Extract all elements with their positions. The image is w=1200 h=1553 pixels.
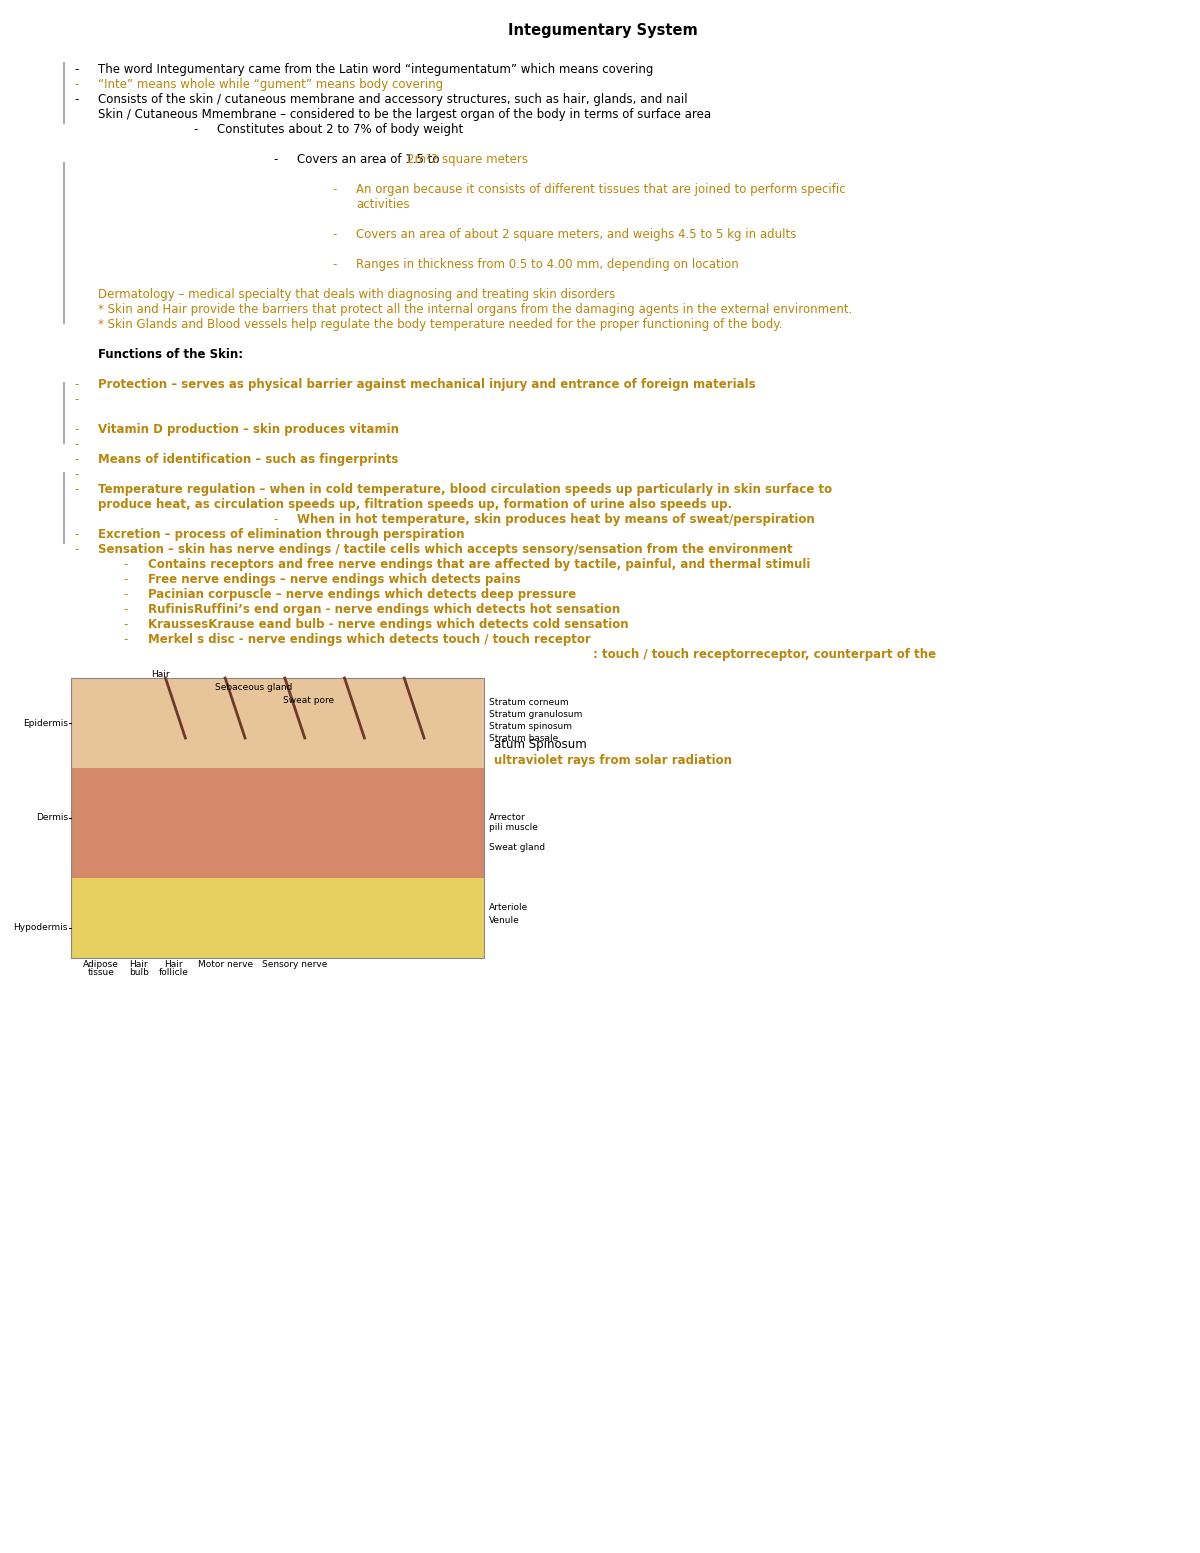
- Text: bulb: bulb: [128, 968, 149, 977]
- Text: Covers an area of 1.5 to: Covers an area of 1.5 to: [296, 154, 443, 166]
- Text: Stratum corneum: Stratum corneum: [488, 697, 569, 707]
- Text: Stratum spinosum: Stratum spinosum: [488, 722, 571, 731]
- Text: Hair: Hair: [151, 669, 170, 679]
- Text: -: -: [124, 618, 128, 631]
- Text: Dermis: Dermis: [36, 814, 68, 823]
- Text: * Skin and Hair provide the barriers that protect all the internal organs from t: * Skin and Hair provide the barriers tha…: [98, 303, 852, 315]
- Text: Dermatology – medical specialty that deals with diagnosing and treating skin dis: Dermatology – medical specialty that dea…: [98, 287, 616, 301]
- Text: -: -: [74, 467, 78, 481]
- Text: -: -: [332, 228, 337, 241]
- Text: “Inte” means whole while “gument” means body covering: “Inte” means whole while “gument” means …: [98, 78, 443, 92]
- Bar: [71, 877, 484, 958]
- Text: Covers an area of about 2 square meters, and weighs 4.5 to 5 kg in adults: Covers an area of about 2 square meters,…: [356, 228, 797, 241]
- Text: The word Integumentary came from the Latin word “integumentatum” which means cov: The word Integumentary came from the Lat…: [98, 64, 653, 76]
- Text: -: -: [272, 154, 277, 166]
- Text: Hair: Hair: [164, 960, 182, 969]
- Text: When in hot temperature, skin produces heat by means of sweat/perspiration: When in hot temperature, skin produces h…: [296, 512, 815, 526]
- Text: -: -: [74, 453, 78, 466]
- Bar: [71, 769, 484, 877]
- Text: Pacinian corpuscle – nerve endings which detects deep pressure: Pacinian corpuscle – nerve endings which…: [148, 589, 576, 601]
- Text: RufinisRuffini’s end organ - nerve endings which detects hot sensation: RufinisRuffini’s end organ - nerve endin…: [148, 603, 620, 617]
- Text: Skin / Cutaneous Mmembrane – considered to be the largest organ of the body in t: Skin / Cutaneous Mmembrane – considered …: [98, 109, 710, 121]
- Text: Sensation – skin has nerve endings / tactile cells which accepts sensory/sensati: Sensation – skin has nerve endings / tac…: [98, 544, 792, 556]
- Text: -: -: [74, 93, 78, 106]
- Text: Hair: Hair: [130, 960, 148, 969]
- Text: * Skin Glands and Blood vessels help regulate the body temperature needed for th: * Skin Glands and Blood vessels help reg…: [98, 318, 782, 331]
- Text: produce heat, as circulation speeds up, filtration speeds up, formation of urine: produce heat, as circulation speeds up, …: [98, 499, 732, 511]
- Text: -: -: [74, 528, 78, 540]
- Text: Contains receptors and free nerve endings that are affected by tactile, painful,: Contains receptors and free nerve ending…: [148, 558, 810, 572]
- Text: Arrector
pili muscle: Arrector pili muscle: [488, 814, 538, 832]
- Bar: [71, 679, 484, 958]
- Text: Sweat pore: Sweat pore: [283, 696, 334, 705]
- Text: Arteriole: Arteriole: [488, 902, 528, 912]
- Text: Free nerve endings – nerve endings which detects pains: Free nerve endings – nerve endings which…: [148, 573, 521, 585]
- Bar: [71, 679, 484, 769]
- Text: KraussesKrause eand bulb - nerve endings which detects cold sensation: KraussesKrause eand bulb - nerve endings…: [148, 618, 629, 631]
- Text: Stratum basale: Stratum basale: [488, 735, 558, 742]
- Text: atum Spinosum: atum Spinosum: [493, 738, 587, 752]
- Text: -: -: [74, 377, 78, 391]
- Text: -: -: [124, 573, 128, 585]
- Text: -: -: [272, 512, 277, 526]
- Text: -: -: [332, 183, 337, 196]
- Text: Stratum granulosum: Stratum granulosum: [488, 710, 582, 719]
- Text: -: -: [124, 558, 128, 572]
- Text: Sensory nerve: Sensory nerve: [262, 960, 328, 969]
- Text: Motor nerve: Motor nerve: [198, 960, 253, 969]
- Text: Consists of the skin / cutaneous membrane and accessory structures, such as hair: Consists of the skin / cutaneous membran…: [98, 93, 688, 106]
- Text: activities: activities: [356, 197, 410, 211]
- Text: Hypodermis: Hypodermis: [13, 924, 68, 932]
- Text: -: -: [332, 258, 337, 272]
- Text: Sweat gland: Sweat gland: [488, 843, 545, 853]
- Text: follicle: follicle: [158, 968, 188, 977]
- Text: Integumentary System: Integumentary System: [509, 23, 698, 37]
- Text: -: -: [74, 544, 78, 556]
- Text: -: -: [74, 393, 78, 405]
- Text: -: -: [74, 483, 78, 495]
- Text: -: -: [124, 589, 128, 601]
- Text: Means of identification – such as fingerprints: Means of identification – such as finger…: [98, 453, 398, 466]
- Text: -: -: [124, 603, 128, 617]
- Text: Sebaceous gland: Sebaceous gland: [215, 683, 293, 693]
- Text: 2m²2 square meters: 2m²2 square meters: [407, 154, 528, 166]
- Text: tissue: tissue: [88, 968, 114, 977]
- Text: An organ because it consists of different tissues that are joined to perform spe: An organ because it consists of differen…: [356, 183, 846, 196]
- Text: Protection – serves as physical barrier against mechanical injury and entrance o: Protection – serves as physical barrier …: [98, 377, 756, 391]
- Text: Epidermis: Epidermis: [23, 719, 68, 727]
- Text: Merkel s disc - nerve endings which detects touch / touch receptor: Merkel s disc - nerve endings which dete…: [148, 634, 590, 646]
- Text: -: -: [74, 64, 78, 76]
- Text: Functions of the Skin:: Functions of the Skin:: [98, 348, 242, 360]
- Text: Adipose: Adipose: [83, 960, 119, 969]
- Text: -: -: [193, 123, 198, 137]
- Text: Ranges in thickness from 0.5 to 4.00 mm, depending on location: Ranges in thickness from 0.5 to 4.00 mm,…: [356, 258, 739, 272]
- Text: Temperature regulation – when in cold temperature, blood circulation speeds up p: Temperature regulation – when in cold te…: [98, 483, 832, 495]
- Text: Constitutes about 2 to 7% of body weight: Constitutes about 2 to 7% of body weight: [217, 123, 463, 137]
- Text: -: -: [74, 438, 78, 450]
- Text: -: -: [124, 634, 128, 646]
- Text: Excretion – process of elimination through perspiration: Excretion – process of elimination throu…: [98, 528, 464, 540]
- Text: Vitamin D production – skin produces vitamin: Vitamin D production – skin produces vit…: [98, 422, 398, 436]
- Text: Venule: Venule: [488, 916, 520, 926]
- Text: -: -: [74, 422, 78, 436]
- Text: -: -: [74, 78, 78, 92]
- Text: : touch / touch receptorreceptor, counterpart of the: : touch / touch receptorreceptor, counte…: [593, 648, 936, 662]
- Text: ultraviolet rays from solar radiation: ultraviolet rays from solar radiation: [493, 755, 732, 767]
